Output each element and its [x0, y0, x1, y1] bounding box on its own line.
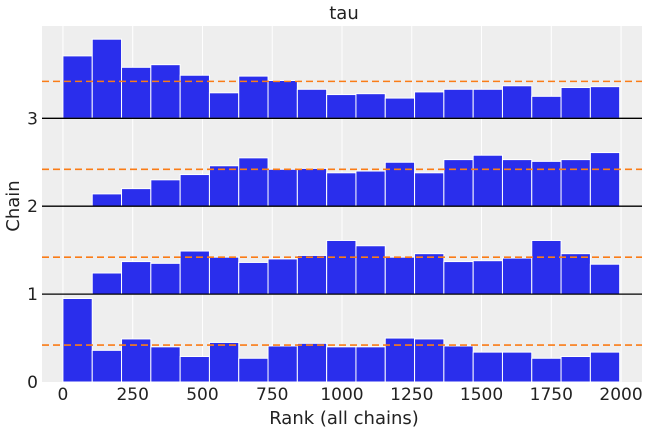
bar-chain-2 — [589, 152, 621, 207]
bar-chain-3 — [296, 88, 328, 119]
bar-chain-1 — [91, 272, 123, 295]
x-tick-label: 2000 — [599, 385, 642, 405]
bar-chain-0 — [179, 356, 210, 383]
bar-chain-3 — [589, 86, 621, 119]
x-tick-label: 750 — [256, 385, 288, 405]
bar-chain-3 — [384, 97, 416, 119]
bar-chain-0 — [296, 342, 328, 383]
bar-chain-3 — [414, 91, 445, 119]
bar-chain-2 — [472, 154, 503, 207]
bar-chain-3 — [238, 75, 269, 119]
bar-chain-1 — [531, 239, 562, 295]
bar-chain-1 — [384, 256, 416, 295]
bar-chain-3 — [326, 94, 357, 119]
x-tick-labels: 0 250 500 750 1000 1250 1500 1750 2000 — [58, 385, 643, 405]
x-tick-label: 1500 — [460, 385, 503, 405]
bar-chain-1 — [560, 253, 591, 295]
bar-chain-0 — [238, 357, 269, 383]
y-tick-label: 2 — [27, 197, 38, 217]
bar-chain-1 — [267, 258, 298, 295]
x-tick-label: 1750 — [530, 385, 573, 405]
bar-chain-0 — [121, 338, 152, 383]
bar-chain-3 — [91, 38, 123, 119]
bar-chain-2 — [208, 165, 240, 207]
bar-chain-1 — [443, 261, 474, 295]
y-tick-label: 1 — [27, 285, 38, 305]
bar-chain-1 — [179, 250, 210, 295]
bar-chain-0 — [326, 346, 357, 383]
bar-chain-0 — [150, 346, 181, 383]
bar-chain-3 — [472, 88, 503, 119]
bar-chain-2 — [150, 179, 181, 207]
bar-chain-2 — [501, 159, 533, 207]
bar-chain-3 — [560, 87, 591, 119]
bar-chain-1 — [238, 261, 269, 295]
x-tick-label: 1000 — [320, 385, 363, 405]
bar-chain-0 — [208, 341, 240, 383]
bar-chain-0 — [501, 351, 533, 383]
y-tick-label: 0 — [27, 373, 38, 393]
x-tick-label: 0 — [58, 385, 69, 405]
bar-chain-2 — [560, 159, 591, 207]
bar-chain-3 — [62, 55, 93, 119]
y-tick-labels: 0 1 2 3 — [27, 109, 38, 393]
reference-lines — [42, 80, 642, 346]
bar-chain-1 — [355, 245, 386, 295]
bar-chain-1 — [150, 262, 181, 295]
bar-chain-2 — [355, 170, 386, 207]
bar-chain-2 — [179, 174, 210, 207]
bar-chain-3 — [443, 88, 474, 119]
y-tick-label: 3 — [27, 109, 38, 129]
bar-chain-0 — [472, 351, 503, 383]
bar-chain-2 — [326, 172, 357, 207]
bar-chain-0 — [589, 351, 621, 383]
bar-chain-2 — [267, 168, 298, 207]
bar-chain-3 — [121, 66, 152, 119]
bar-chain-2 — [238, 157, 269, 207]
bar-chain-2 — [121, 188, 152, 207]
bar-chain-1 — [589, 263, 621, 295]
bar-chain-0 — [414, 338, 445, 383]
x-tick-label: 500 — [186, 385, 218, 405]
bar-chain-0 — [62, 297, 93, 383]
x-axis-title: Rank (all chains) — [269, 408, 419, 429]
x-tick-label: 250 — [116, 385, 148, 405]
bar-chain-3 — [531, 95, 562, 119]
bar-chain-3 — [267, 79, 298, 119]
bar-chain-0 — [267, 345, 298, 383]
chain-baselines — [42, 117, 642, 295]
bar-chain-0 — [91, 349, 123, 383]
bar-chain-1 — [296, 254, 328, 295]
bar-chain-2 — [414, 172, 445, 207]
bar-chain-2 — [531, 160, 562, 207]
bar-chain-0 — [355, 346, 386, 383]
bar-chain-3 — [208, 92, 240, 119]
bar-chain-1 — [208, 256, 240, 295]
bar-chain-3 — [150, 64, 181, 119]
bar-chain-3 — [179, 74, 210, 119]
bar-chain-0 — [443, 345, 474, 383]
x-tick-label: 1250 — [390, 385, 433, 405]
bar-chain-1 — [414, 253, 445, 295]
chart-title: tau — [329, 3, 359, 24]
bar-chain-0 — [531, 357, 562, 383]
bar-chain-3 — [501, 85, 533, 119]
bar-chain-3 — [355, 93, 386, 119]
bar-chain-0 — [560, 356, 591, 383]
bar-chain-1 — [501, 257, 533, 295]
bar-chain-2 — [91, 193, 123, 207]
bar-chain-1 — [326, 239, 357, 295]
bar-chain-1 — [472, 260, 503, 295]
bar-chain-1 — [121, 261, 152, 295]
bar-chain-2 — [296, 167, 328, 207]
bar-chain-2 — [443, 159, 474, 207]
y-axis-title: Chain — [3, 180, 24, 231]
